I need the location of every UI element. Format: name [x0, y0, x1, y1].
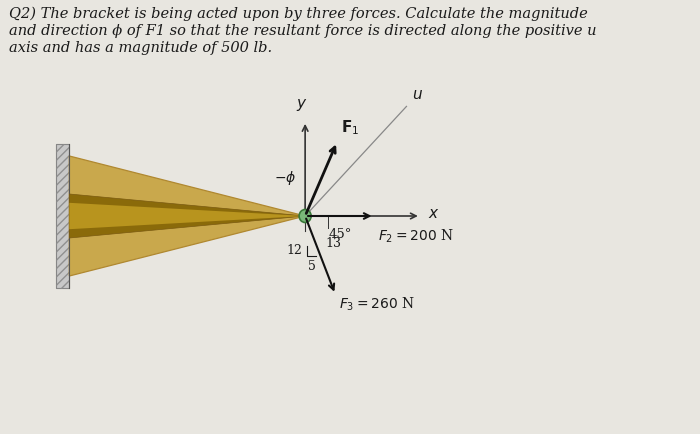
- Text: 45°: 45°: [328, 228, 352, 241]
- Text: $F_2= 200$ N: $F_2= 200$ N: [378, 227, 454, 245]
- Text: $x$: $x$: [428, 207, 440, 221]
- Polygon shape: [57, 144, 69, 288]
- Text: 13: 13: [326, 237, 342, 250]
- Text: $y$: $y$: [295, 97, 307, 113]
- Text: $F_3= 260$ N: $F_3= 260$ N: [339, 296, 415, 313]
- Text: $\mathbf{F}_1$: $\mathbf{F}_1$: [341, 118, 359, 137]
- Text: $-\phi$: $-\phi$: [274, 169, 296, 187]
- Polygon shape: [69, 194, 305, 238]
- Text: axis and has a magnitude of 500 lb.: axis and has a magnitude of 500 lb.: [9, 41, 272, 55]
- Circle shape: [299, 210, 311, 223]
- Text: $u$: $u$: [412, 89, 423, 102]
- Text: 12: 12: [286, 244, 302, 257]
- Text: Q2) The bracket is being acted upon by three forces. Calculate the magnitude: Q2) The bracket is being acted upon by t…: [9, 7, 588, 21]
- Text: and direction ϕ of F1 so that the resultant force is directed along the positive: and direction ϕ of F1 so that the result…: [9, 24, 596, 38]
- Polygon shape: [69, 156, 305, 276]
- Polygon shape: [69, 203, 305, 229]
- Text: 5: 5: [308, 260, 316, 273]
